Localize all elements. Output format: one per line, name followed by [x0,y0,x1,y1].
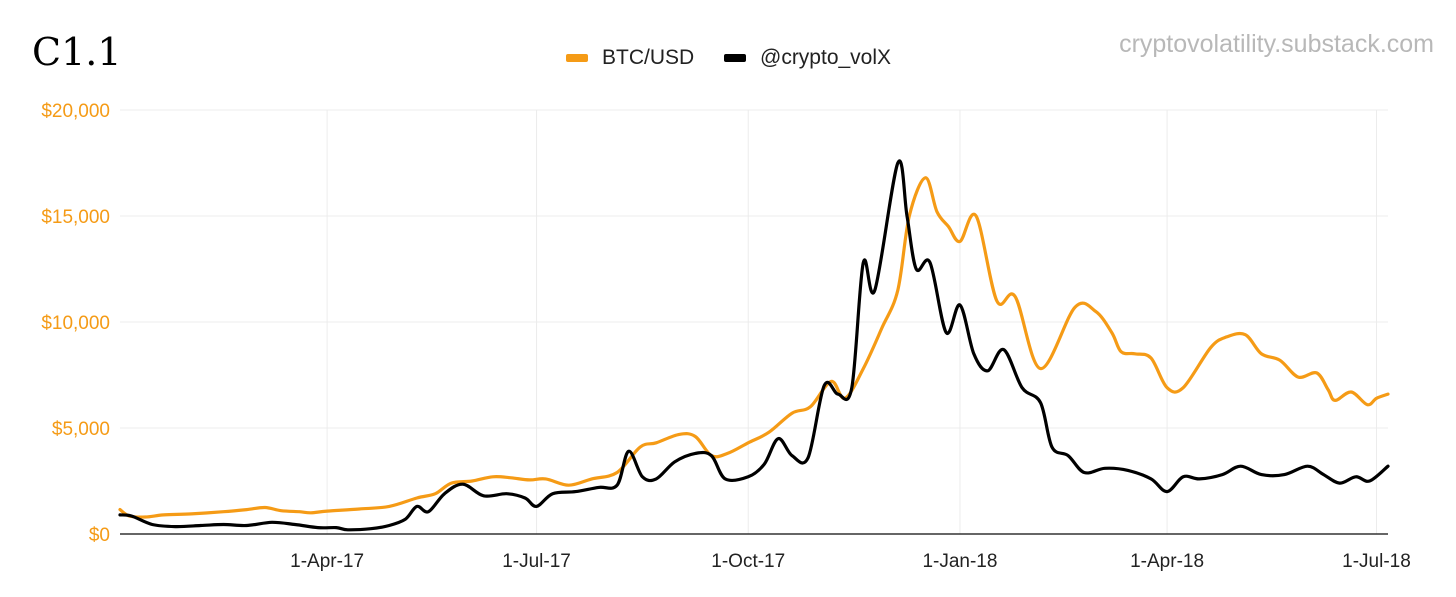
legend-label-vol: @crypto_volX [760,46,892,69]
watermark: cryptovolatility.substack.com [1119,30,1434,58]
y-tick-label-3: $15,000 [41,207,110,228]
legend-swatch-vol [724,54,746,62]
x-tick-label-2: 1-Oct-17 [711,551,785,572]
series-line-btc-usd [118,176,1390,519]
x-tick-label-3: 1-Jan-18 [922,551,997,572]
y-tick-label-4: $20,000 [41,101,110,122]
y-tick-label-0: $0 [89,525,110,546]
grid [120,109,1388,534]
x-tick-label-1: 1-Jul-17 [502,551,571,572]
x-tick-label-0: 1-Apr-17 [290,551,364,572]
series-lines [118,159,1390,532]
legend-swatch-btc [566,54,588,62]
chart-title: C1.1 [32,30,122,74]
x-axis-ticks: 1-Apr-17 1-Jul-17 1-Oct-17 1-Jan-18 1-Apr-18… [290,551,1411,572]
y-axis-ticks: $0 $5,000 $10,000 $15,000 $20,000 [41,101,110,546]
legend-item-btc[interactable]: BTC/USD [566,46,694,70]
x-tick-label-5: 1-Jul-18 [1342,551,1411,572]
x-tick-label-4: 1-Apr-18 [1130,551,1204,572]
series-line-crypto-volx [118,159,1390,532]
y-tick-label-2: $10,000 [41,313,110,334]
legend-item-vol[interactable]: @crypto_volX [724,46,891,70]
legend-label-btc: BTC/USD [602,46,695,69]
y-tick-label-1: $5,000 [52,419,110,440]
